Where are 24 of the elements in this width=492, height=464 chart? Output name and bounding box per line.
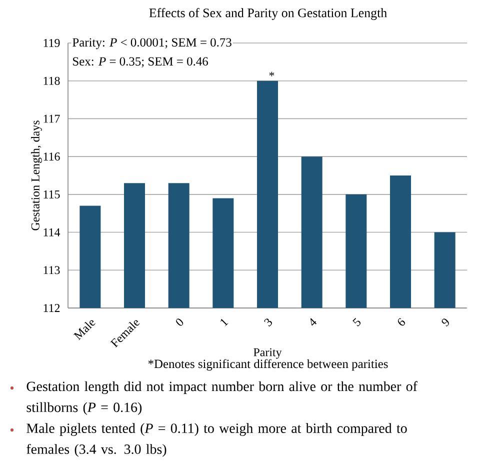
x-tick-label: 5 [352, 318, 361, 326]
x-tick-label: 9 [442, 318, 449, 326]
y-tick-label: 112 [44, 304, 60, 312]
y-tick-label: 115 [44, 190, 60, 198]
x-tick-label: 0 [176, 318, 184, 326]
y-tick-label: 113 [44, 266, 60, 274]
y-axis-title: Gestation Length, days [31, 120, 42, 230]
chart-title: Effects of Sex and Parity on Gestation Length [149, 8, 387, 20]
x-tick-label: 1 [220, 318, 228, 326]
x-tick-label: 3 [264, 318, 272, 326]
annotation: Parity: P < 0.0001; SEM = 0.73 [72, 38, 232, 50]
y-tick-label: 116 [44, 152, 60, 161]
x-axis-title: Parity [254, 348, 282, 359]
y-tick-label: 114 [44, 228, 60, 236]
y-tick-label: 118 [44, 76, 60, 85]
text: *Denotes significant difference between parities [148, 359, 388, 371]
text: Male piglets tented (P = 0.11) to weigh more at birth compared to females (3.4 vs. 3.0 lbs) [26, 423, 407, 457]
y-tick-label: 119 [44, 38, 60, 48]
annotation: Sex: P = 0.35; SEM = 0.46 [73, 57, 208, 68]
x-tick-label: 6 [398, 318, 406, 326]
annotation: * [269, 72, 274, 76]
y-tick-label: 117 [44, 114, 60, 123]
text: Gestation length did not impact number born alive or the number of stillborns (P = 0.16) [26, 381, 418, 415]
x-tick-label: 4 [310, 318, 317, 326]
